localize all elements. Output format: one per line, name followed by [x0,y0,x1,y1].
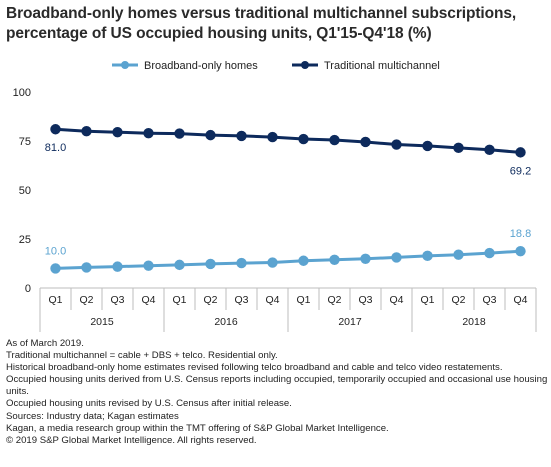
footnote-housing-units: Occupied housing units derived from U.S.… [6,374,548,398]
series-0-point-0 [50,263,61,274]
y-tick-label-2: 50 [19,185,31,197]
series-0-point-9 [329,254,340,265]
series-0-point-6 [236,257,247,269]
series-1-point-6 [236,130,247,142]
footnote-census-revision: Occupied housing units revised by U.S. C… [6,398,292,410]
data-label-multichannel-first: 81.0 [45,142,66,154]
year-label-1: 2016 [214,316,238,328]
series-1-point-0 [50,124,61,135]
data-label-multichannel-last: 69.2 [510,165,531,177]
series-0-point-3 [143,260,154,271]
line-chart: Broadband-only homes Traditional multicha… [13,60,537,332]
footnote-kagan: Kagan, a media research group within the… [6,422,389,434]
series-0-point-11 [391,252,402,263]
x-tick-label-6: Q3 [234,294,248,306]
chart-title: Broadband-only homes versus traditional … [6,4,551,44]
x-tick-label-4: Q1 [172,294,186,306]
y-tick-label-4: 100 [13,87,31,99]
footnote-as-of: As of March 2019. [6,338,84,349]
series-0-point-1 [81,262,92,273]
x-tick-label-7: Q4 [265,294,279,306]
x-tick-label-10: Q3 [358,294,372,306]
legend-label-0: Broadband-only homes [144,60,258,72]
x-tick-label-5: Q2 [203,294,217,306]
legend-marker-1 [301,61,309,69]
series-1-point-12 [422,140,433,152]
series-1-point-3 [143,127,154,139]
series-1-point-10 [360,136,371,148]
footnote-copyright: © 2019 S&P Global Market Intelligence. A… [6,434,257,446]
x-tick-label-14: Q3 [482,294,496,306]
y-tick-label-0: 0 [25,283,31,295]
y-tick-label-1: 25 [19,234,31,246]
footnote-revision: Historical broadband-only home estimates… [6,362,503,374]
data-label-broadband-first: 10.0 [45,245,66,257]
year-label-0: 2015 [90,316,114,328]
series-line-0 [55,249,521,270]
series-0-point-10 [360,253,371,264]
series-0-point-2 [112,261,123,272]
footnote-definition: Traditional multichannel = cable + DBS +… [6,350,278,362]
series-0-point-8 [298,255,309,266]
series-1-point-2 [112,126,123,138]
year-label-3: 2018 [462,316,486,328]
series-1-point-7 [267,131,278,143]
series-1-point-8 [298,133,309,145]
y-tick-label-3: 75 [19,136,31,148]
data-label-broadband-last: 18.8 [510,228,531,240]
series-1-point-14 [484,144,495,156]
series-0-point-14 [484,247,495,259]
series-0-point-5 [205,258,216,270]
chart-title-line-2: percentage of US occupied housing units,… [6,25,432,42]
series-1-point-15 [515,147,526,158]
series-1-point-4 [174,128,185,139]
series-1-point-1 [81,126,92,137]
x-tick-label-13: Q2 [451,294,465,306]
chart-title-line-1: Broadband-only homes versus traditional … [6,5,517,22]
series-0-point-13 [453,249,464,260]
x-tick-label-0: Q1 [48,294,62,306]
series-0-point-4 [174,259,185,271]
series-0-point-15 [515,245,526,257]
x-tick-label-15: Q4 [513,294,527,306]
footnote-sources: Sources: Industry data; Kagan estimates [6,410,179,422]
x-tick-label-3: Q4 [141,294,155,306]
series-1-point-11 [391,139,402,150]
series-1-point-5 [205,129,216,141]
x-tick-label-12: Q1 [420,294,434,306]
series-0-point-7 [267,257,278,268]
series-0-point-12 [422,250,433,262]
year-label-2: 2017 [338,316,362,328]
x-tick-label-1: Q2 [79,294,93,306]
series-line-1 [55,127,521,154]
legend-label-1: Traditional multichannel [324,60,440,72]
series-1-point-13 [453,142,464,154]
x-tick-label-8: Q1 [296,294,310,306]
x-tick-label-11: Q4 [389,294,403,306]
series-1-point-9 [329,134,340,146]
x-tick-label-9: Q2 [327,294,341,306]
x-tick-label-2: Q3 [110,294,124,306]
chart-footnotes: As of March 2019. Traditional multichann… [6,338,551,447]
legend-marker-0 [121,61,129,69]
